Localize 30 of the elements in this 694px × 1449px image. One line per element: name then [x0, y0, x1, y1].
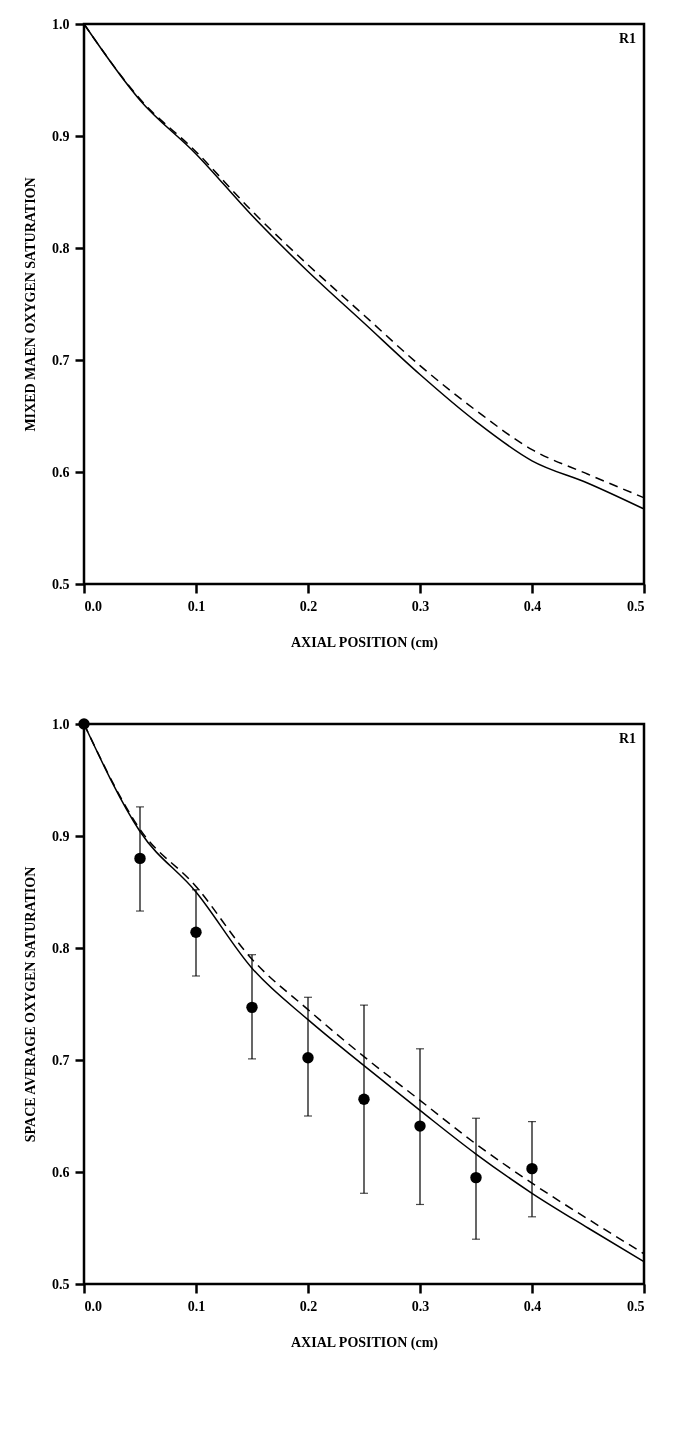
x-tick-label: 0.1 — [187, 598, 206, 614]
y-tick-label: 0.9 — [52, 828, 70, 844]
x-tick-label: 0.4 — [523, 1298, 542, 1314]
y-axis-title: SPACE AVERAGE OXYGEN SATURATION — [23, 866, 38, 1143]
y-axis-title: MIXED MAEN OXYGEN SATURATION — [23, 177, 38, 432]
y-tick-label: 1.0 — [52, 716, 70, 732]
x-tick-label: 0.2 — [299, 1298, 318, 1314]
x-tick-label: 0.2 — [299, 598, 318, 614]
annotation: R1 — [618, 31, 636, 46]
y-tick-label: 0.6 — [52, 464, 70, 480]
y-tick-label: 0.7 — [52, 1052, 70, 1068]
annotation: R1 — [618, 731, 636, 746]
y-tick-label: 0.5 — [52, 1276, 70, 1292]
x-tick-label: 0.4 — [523, 598, 542, 614]
y-tick-label: 0.8 — [52, 240, 70, 256]
x-axis-title: AXIAL POSITION (cm) — [290, 634, 439, 651]
x-tick-label: 0.0 — [84, 1298, 102, 1314]
x-tick-label: 0.3 — [411, 1298, 430, 1314]
x-tick-label: 0.5 — [627, 598, 645, 614]
y-tick-label: 0.5 — [52, 576, 70, 592]
y-tick-label: 0.8 — [52, 940, 70, 956]
x-tick-label: 0.1 — [187, 1298, 206, 1314]
y-tick-label: 1.0 — [52, 16, 70, 32]
x-tick-label: 0.0 — [84, 598, 102, 614]
y-tick-label: 0.7 — [52, 352, 70, 368]
x-tick-label: 0.5 — [627, 1298, 645, 1314]
y-tick-label: 0.9 — [52, 128, 70, 144]
x-tick-label: 0.3 — [411, 598, 430, 614]
y-tick-label: 0.6 — [52, 1164, 70, 1180]
x-axis-title: AXIAL POSITION (cm) — [290, 1334, 439, 1351]
